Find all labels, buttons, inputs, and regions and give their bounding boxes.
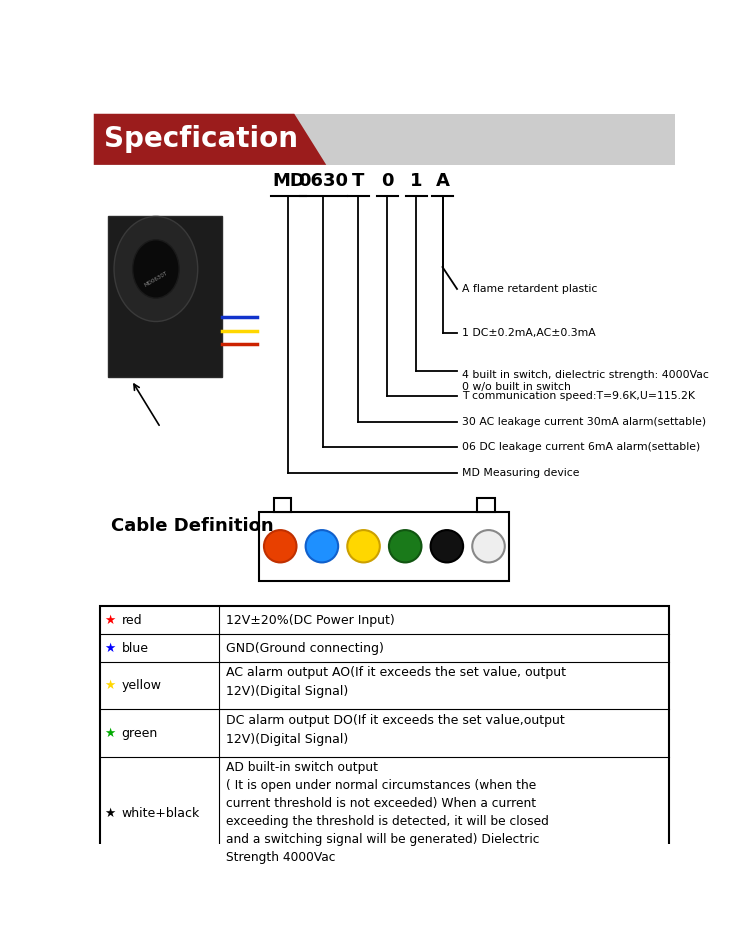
Ellipse shape (347, 530, 380, 562)
Text: blue: blue (122, 642, 148, 654)
Text: ★: ★ (104, 807, 116, 820)
Text: 0630: 0630 (298, 173, 348, 191)
Text: 0: 0 (381, 173, 394, 191)
Text: ★: ★ (104, 614, 116, 627)
Text: MD: MD (272, 173, 305, 191)
Text: 12V±20%(DC Power Input): 12V±20%(DC Power Input) (226, 614, 394, 627)
Bar (100, 607, 669, 870)
Bar (260, 512, 509, 581)
Bar (108, 216, 222, 376)
Ellipse shape (264, 530, 296, 562)
Text: A flame retardent plastic: A flame retardent plastic (462, 284, 597, 294)
Text: 4 built in switch, dielectric strength: 4000Vac
0 w/o built in switch: 4 built in switch, dielectric strength: … (462, 370, 709, 392)
Text: MD0630T: MD0630T (143, 271, 169, 288)
Bar (274, 499, 291, 512)
Text: Cable Definition: Cable Definition (111, 518, 274, 536)
Circle shape (114, 216, 198, 321)
Text: AC alarm output AO(If it exceeds the set value, output
12V)(Digital Signal): AC alarm output AO(If it exceeds the set… (226, 666, 566, 699)
Text: red: red (122, 614, 142, 627)
Text: ★: ★ (104, 679, 116, 692)
Text: 30 AC leakage current 30mA alarm(settable): 30 AC leakage current 30mA alarm(settabl… (462, 417, 706, 427)
Ellipse shape (305, 530, 338, 562)
Polygon shape (94, 114, 326, 165)
Text: AD built-in switch output
( It is open under normal circumstances (when the
curr: AD built-in switch output ( It is open u… (226, 761, 548, 865)
Bar (94, 114, 675, 165)
Text: A: A (436, 173, 449, 191)
Text: DC alarm output DO(If it exceeds the set value,output
12V)(Digital Signal): DC alarm output DO(If it exceeds the set… (226, 714, 565, 746)
Ellipse shape (430, 530, 464, 562)
Circle shape (133, 240, 179, 299)
Ellipse shape (472, 530, 505, 562)
Text: GND(Ground connecting): GND(Ground connecting) (226, 642, 383, 654)
Ellipse shape (389, 530, 422, 562)
Text: yellow: yellow (122, 679, 162, 692)
Text: 06 DC leakage current 6mA alarm(settable): 06 DC leakage current 6mA alarm(settable… (462, 443, 700, 452)
Text: MD Measuring device: MD Measuring device (462, 468, 579, 478)
Text: 1: 1 (410, 173, 422, 191)
Text: ★: ★ (104, 726, 116, 739)
Text: T communication speed:T=9.6K,U=115.2K: T communication speed:T=9.6K,U=115.2K (462, 392, 694, 401)
Text: Specfication: Specfication (104, 125, 298, 154)
Text: white+black: white+black (122, 807, 200, 820)
Bar (477, 499, 495, 512)
Text: 1 DC±0.2mA,AC±0.3mA: 1 DC±0.2mA,AC±0.3mA (462, 328, 596, 337)
Text: green: green (122, 726, 158, 739)
Text: ★: ★ (104, 642, 116, 654)
Text: T: T (352, 173, 364, 191)
